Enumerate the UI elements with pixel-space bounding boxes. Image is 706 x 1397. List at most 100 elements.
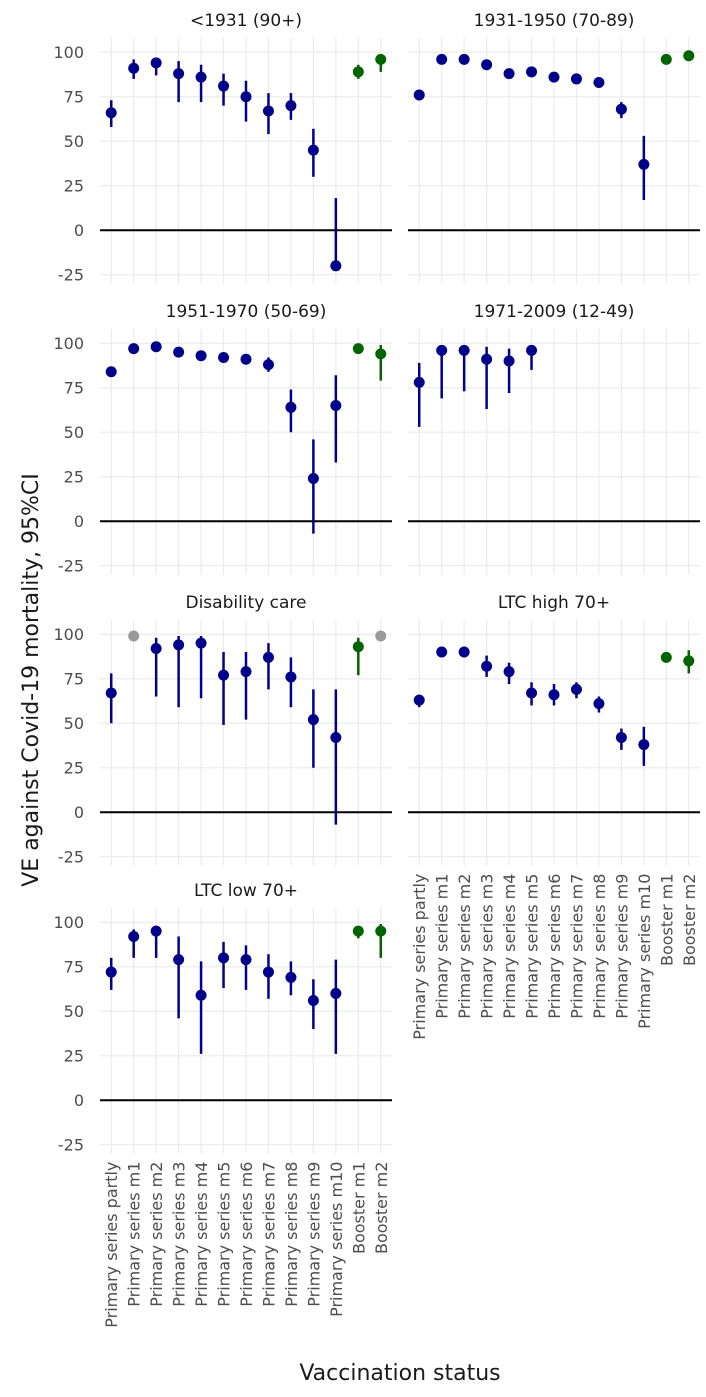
y-tick-label: 25 bbox=[64, 177, 84, 196]
point bbox=[458, 646, 470, 658]
x-tick-label: Primary series partly bbox=[410, 874, 429, 1040]
panel-title: <1931 (90+) bbox=[190, 11, 302, 31]
point bbox=[195, 637, 207, 649]
point bbox=[683, 655, 695, 667]
point bbox=[683, 50, 695, 62]
point bbox=[481, 59, 493, 71]
x-axis-title: Vaccination status bbox=[299, 1361, 500, 1386]
panel-title: 1951-1970 (50-69) bbox=[166, 302, 327, 322]
point bbox=[436, 53, 448, 65]
point bbox=[413, 89, 425, 101]
point bbox=[481, 353, 493, 365]
x-tick-label: Primary series m8 bbox=[282, 1162, 301, 1307]
x-tick-label: Primary series m9 bbox=[612, 874, 631, 1019]
marks bbox=[413, 646, 695, 766]
point bbox=[195, 989, 207, 1001]
x-tick-label: Primary series m1 bbox=[125, 1162, 144, 1307]
y-tick-label: 75 bbox=[64, 670, 84, 689]
y-tick-label: 100 bbox=[53, 334, 84, 353]
point bbox=[173, 68, 185, 80]
marks bbox=[105, 53, 387, 272]
x-tick-label: Primary series m3 bbox=[478, 874, 497, 1019]
point bbox=[105, 107, 117, 119]
point bbox=[128, 343, 140, 355]
y-tick-label: -25 bbox=[58, 266, 84, 285]
y-tick-label: 100 bbox=[53, 43, 84, 62]
point bbox=[436, 646, 448, 658]
point bbox=[262, 651, 274, 663]
x-tick-label: Primary series m9 bbox=[304, 1162, 323, 1307]
x-tick-label: Primary series m10 bbox=[635, 874, 654, 1029]
point bbox=[548, 689, 560, 701]
y-tick-label: 50 bbox=[64, 714, 84, 733]
y-axis-title: VE against Covid-19 mortality, 95%CI bbox=[19, 473, 44, 887]
point bbox=[285, 971, 297, 983]
y-tick-label: 0 bbox=[74, 803, 84, 822]
point bbox=[615, 731, 627, 743]
point bbox=[526, 344, 538, 356]
point bbox=[307, 995, 319, 1007]
point bbox=[375, 925, 387, 937]
point bbox=[240, 666, 252, 678]
y-tick-label: 75 bbox=[64, 958, 84, 977]
point bbox=[105, 366, 117, 378]
marks bbox=[413, 50, 695, 200]
panel-title: 1971-2009 (12-49) bbox=[474, 302, 635, 322]
point bbox=[262, 359, 274, 371]
point bbox=[570, 73, 582, 85]
point bbox=[330, 731, 342, 743]
point bbox=[218, 669, 230, 681]
panel-title: Disability care bbox=[185, 593, 306, 613]
y-tick-label: 25 bbox=[64, 759, 84, 778]
y-tick-label: 50 bbox=[64, 423, 84, 442]
marks bbox=[105, 341, 387, 534]
x-tick-label: Primary series m5 bbox=[215, 1162, 234, 1307]
x-tick-label: Primary series m1 bbox=[433, 874, 452, 1019]
point bbox=[218, 80, 230, 92]
point bbox=[593, 698, 605, 710]
point bbox=[195, 71, 207, 83]
y-tick-label: -25 bbox=[58, 557, 84, 576]
point bbox=[330, 260, 342, 272]
y-tick-label: -25 bbox=[58, 848, 84, 867]
point bbox=[105, 687, 117, 699]
marks bbox=[105, 630, 387, 825]
y-tick-label: 25 bbox=[64, 1047, 84, 1066]
point bbox=[526, 687, 538, 699]
point bbox=[285, 401, 297, 413]
y-tick-label: 25 bbox=[64, 468, 84, 487]
point bbox=[307, 714, 319, 726]
marks bbox=[413, 344, 538, 427]
point bbox=[150, 341, 162, 353]
x-tick-label: Primary series m5 bbox=[523, 874, 542, 1019]
point bbox=[638, 739, 650, 751]
x-tick-label: Booster m2 bbox=[680, 874, 699, 966]
point bbox=[128, 630, 140, 642]
point bbox=[307, 144, 319, 156]
point bbox=[375, 630, 387, 642]
x-tick-label: Primary series m3 bbox=[170, 1162, 189, 1307]
point bbox=[128, 930, 140, 942]
point bbox=[105, 966, 117, 978]
point bbox=[458, 344, 470, 356]
y-tick-label: 0 bbox=[74, 512, 84, 531]
point bbox=[526, 66, 538, 78]
point bbox=[593, 76, 605, 88]
x-tick-label: Primary series m8 bbox=[590, 874, 609, 1019]
point bbox=[240, 954, 252, 966]
point bbox=[330, 400, 342, 412]
point bbox=[503, 355, 515, 367]
point bbox=[638, 158, 650, 170]
x-tick-label: Primary series m2 bbox=[455, 874, 474, 1019]
point bbox=[173, 954, 185, 966]
x-tick-label: Booster m2 bbox=[372, 1162, 391, 1254]
point bbox=[218, 351, 230, 363]
x-tick-label: Primary series m10 bbox=[327, 1162, 346, 1317]
x-tick-label: Booster m1 bbox=[657, 874, 676, 966]
point bbox=[173, 346, 185, 358]
x-tick-label: Primary series m4 bbox=[500, 874, 519, 1019]
point bbox=[481, 660, 493, 672]
point bbox=[375, 53, 387, 65]
point bbox=[570, 683, 582, 695]
